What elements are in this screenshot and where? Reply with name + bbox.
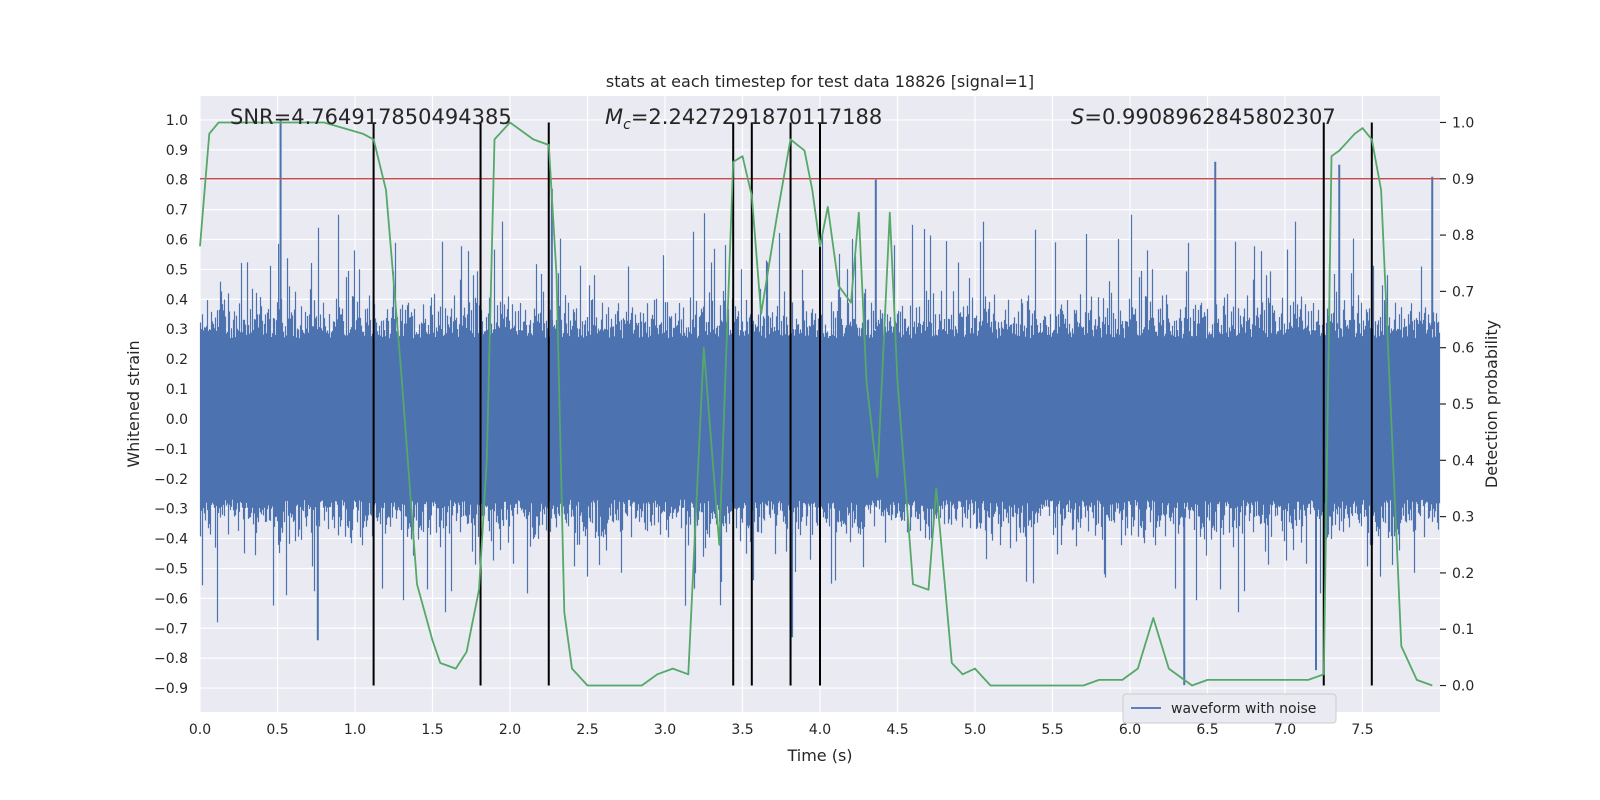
y-axis-label: Whitened strain xyxy=(124,340,143,467)
x-tick-label: 3.0 xyxy=(654,722,676,738)
y-tick-label: −0.9 xyxy=(154,681,188,697)
y-tick-label: −0.3 xyxy=(154,502,188,518)
x-axis-label: Time (s) xyxy=(786,746,852,765)
s-symbol: S xyxy=(1071,105,1084,129)
probability-curve xyxy=(199,121,1433,687)
y-tick-label: 0.2 xyxy=(166,352,188,368)
y2-tick-label: 0.0 xyxy=(1452,679,1474,695)
event-markers xyxy=(372,122,1373,686)
y-tick-label: −0.7 xyxy=(154,621,188,637)
mc-symbol: M xyxy=(605,105,623,129)
y-tick-label: 0.8 xyxy=(166,173,188,189)
y-tick-label: 0.3 xyxy=(166,322,188,338)
y-tick-label: 0.5 xyxy=(166,262,188,278)
x-tick-label: 7.5 xyxy=(1351,722,1373,738)
y-tick-label: 0.0 xyxy=(166,412,188,428)
s-value: =0.9908962845802307 xyxy=(1084,105,1335,129)
y-tick-label: −0.5 xyxy=(154,561,188,577)
x-tick-label: 3.5 xyxy=(731,722,753,738)
y-tick-label: 0.1 xyxy=(166,382,188,398)
x-tick-label: 5.5 xyxy=(1041,722,1063,738)
y2-tick-label: 0.8 xyxy=(1452,228,1474,244)
x-tick-label: 0.0 xyxy=(189,722,211,738)
mc-annotation: Mc=2.2427291870117188 xyxy=(605,105,882,133)
mc-value: =2.2427291870117188 xyxy=(631,105,882,129)
y2-axis-label: Detection probability xyxy=(1482,320,1501,488)
y-tick-label: 0.7 xyxy=(166,203,188,219)
x-tick-label: 0.5 xyxy=(266,722,288,738)
y2-tick-label: 0.4 xyxy=(1452,453,1474,469)
snr-annotation: SNR=4.764917850494385 xyxy=(230,105,512,129)
y-tick-label: 1.0 xyxy=(166,113,188,129)
legend: waveform with noise xyxy=(1122,693,1337,724)
y-tick-label: −0.4 xyxy=(154,532,188,548)
x-axis-ticks: 0.0 0.5 1.0 1.5 2.0 2.5 3.0 3.5 4.0 4.5 5.0 5.5 6.0 6… xyxy=(189,722,1374,738)
y2-tick-label: 0.6 xyxy=(1452,341,1474,357)
legend-box xyxy=(1122,693,1337,724)
y2-tick-label: 0.7 xyxy=(1452,284,1474,300)
s-annotation: S=0.9908962845802307 xyxy=(1071,105,1336,129)
chart-title: stats at each timestep for test data 188… xyxy=(606,72,1034,91)
y-tick-label: 0.9 xyxy=(166,143,188,159)
x-tick-label: 5.0 xyxy=(964,722,986,738)
y-tick-label: 0.4 xyxy=(166,292,188,308)
x-tick-label: 7.0 xyxy=(1274,722,1296,738)
x-tick-label: 1.5 xyxy=(421,722,443,738)
y-tick-label: −0.6 xyxy=(154,591,188,607)
waveform-series xyxy=(199,119,1441,686)
y2-tick-label: 0.2 xyxy=(1452,566,1474,582)
y2-axis-ticks: 1.0 0.9 0.8 0.7 0.6 0.5 0.4 0.3 0.2 0.1 0.0 xyxy=(1440,115,1474,695)
legend-waveform-label: waveform with noise xyxy=(1171,701,1316,717)
y2-tick-label: 0.9 xyxy=(1452,172,1474,188)
x-tick-label: 6.0 xyxy=(1119,722,1141,738)
y-tick-label: −0.8 xyxy=(154,651,188,667)
y-tick-label: −0.1 xyxy=(154,442,188,458)
y2-tick-label: 0.3 xyxy=(1452,510,1474,526)
y2-tick-label: 0.1 xyxy=(1452,622,1474,638)
y2-tick-label: 0.5 xyxy=(1452,397,1474,413)
x-tick-label: 2.5 xyxy=(576,722,598,738)
y-axis-ticks: 1.0 0.9 0.8 0.7 0.6 0.5 0.4 0.3 0.2 0.1 0.0 −0.1 −0.… xyxy=(154,113,188,697)
x-tick-label: 4.5 xyxy=(886,722,908,738)
y-tick-label: 0.6 xyxy=(166,233,188,249)
x-tick-label: 6.5 xyxy=(1196,722,1218,738)
probability-series xyxy=(199,121,1433,687)
y-tick-label: −0.2 xyxy=(154,472,188,488)
x-tick-label: 4.0 xyxy=(809,722,831,738)
y2-tick-label: 1.0 xyxy=(1452,115,1474,131)
mc-subscript: c xyxy=(623,117,631,133)
x-tick-label: 2.0 xyxy=(499,722,521,738)
x-tick-label: 1.0 xyxy=(344,722,366,738)
